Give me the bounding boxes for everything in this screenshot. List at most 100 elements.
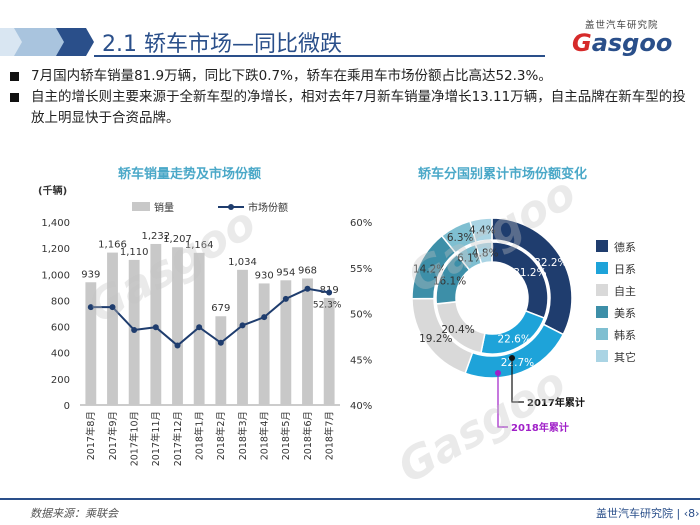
donut-value-label-inner: 31.2% bbox=[513, 267, 546, 279]
y-right-tick-label: 55% bbox=[350, 264, 372, 275]
donut-value-label-outer: 6.3% bbox=[447, 232, 474, 244]
legend-label-country: 韩系 bbox=[614, 328, 636, 342]
x-tick-label: 2018年1月 bbox=[193, 411, 205, 460]
donut-value-label-inner: 6.1% bbox=[457, 252, 484, 264]
sales-bar bbox=[237, 269, 248, 405]
legend-label-share: 市场份额 bbox=[248, 201, 288, 214]
sales-bar bbox=[85, 282, 97, 405]
brand-logo-prefix: G bbox=[572, 29, 592, 57]
brand-name: 盖世汽车研究院 bbox=[585, 20, 659, 31]
sales-bar bbox=[280, 280, 292, 405]
legend-label-sales: 销量 bbox=[154, 201, 174, 214]
bullet-item: 7月国内轿车销量81.9万辆，同比下跌0.7%，轿车在乘用车市场份额占比高达52… bbox=[8, 66, 692, 87]
sales-bar-value: 1,232 bbox=[142, 231, 171, 242]
x-tick-label: 2018年2月 bbox=[215, 411, 227, 460]
summary-bullets: 7月国内轿车销量81.9万辆，同比下跌0.7%，轿车在乘用车市场份额占比高达52… bbox=[8, 66, 692, 129]
y-right-tick-label: 50% bbox=[350, 310, 372, 321]
x-tick-label: 2018年6月 bbox=[302, 411, 314, 460]
data-source: 数据来源：乘联会 bbox=[30, 507, 118, 520]
y-left-tick-label: 0 bbox=[64, 401, 70, 412]
donut-segment-outer bbox=[469, 217, 493, 244]
y-left-tick-label: 1,000 bbox=[41, 270, 70, 281]
market-share-point bbox=[282, 295, 289, 302]
market-share-point bbox=[196, 324, 203, 331]
y-axis-unit: (千辆) bbox=[38, 184, 67, 197]
page-number: ‹8› bbox=[683, 507, 700, 520]
sales-bar bbox=[172, 247, 183, 405]
market-share-point bbox=[326, 289, 333, 296]
callout-label-2018: 2018年累计 bbox=[511, 421, 569, 434]
x-tick-label: 2017年8月 bbox=[85, 411, 97, 460]
sales-bar-value: 1,110 bbox=[120, 247, 149, 258]
share-donut-chart: 32.2% 22.7% 19.2% 14.2% 6.3%4.4% 31.2% 22.6% 20… bbox=[411, 217, 636, 434]
sales-bar bbox=[323, 297, 335, 405]
y-right-tick-label: 45% bbox=[350, 355, 372, 366]
legend-swatch-country bbox=[596, 284, 608, 296]
share-chart-title: 轿车分国别累计市场份额变化 bbox=[418, 167, 588, 182]
market-share-point bbox=[217, 339, 224, 346]
donut-value-label-outer: 32.2% bbox=[534, 257, 567, 269]
callout-line-2018 bbox=[497, 373, 508, 428]
y-left-tick-label: 400 bbox=[51, 349, 70, 360]
legend-swatch-country bbox=[596, 328, 608, 340]
bullet-marker bbox=[10, 93, 19, 102]
bullet-marker bbox=[10, 72, 19, 81]
y-right-tick-label: 40% bbox=[350, 401, 372, 412]
donut-segment-inner bbox=[474, 241, 493, 265]
legend-marker-share bbox=[228, 204, 234, 210]
x-tick-label: 2017年9月 bbox=[107, 411, 119, 460]
market-share-line bbox=[90, 287, 330, 347]
market-share-point bbox=[174, 342, 181, 349]
brand-logo: Gasgoo bbox=[572, 29, 672, 57]
legend-swatch-country bbox=[596, 262, 608, 274]
donut-value-label-outer: 14.2% bbox=[413, 264, 446, 276]
x-tick-label: 2017年11月 bbox=[150, 411, 162, 466]
legend-swatch-country bbox=[596, 350, 608, 362]
header-arrow-mid bbox=[14, 28, 68, 56]
page-header: 2.1 轿车市场—同比微跌 盖世汽车研究院 Gasgoo bbox=[0, 0, 700, 62]
sales-bar-value: 930 bbox=[255, 270, 274, 281]
legend-swatch-sales bbox=[132, 202, 150, 211]
footer-org: 盖世汽车研究院 | ‹8› bbox=[596, 507, 700, 520]
x-tick-label: 2017年10月 bbox=[128, 411, 140, 466]
page-title: 2.1 轿车市场—同比微跌 bbox=[102, 32, 342, 57]
market-share-point bbox=[239, 322, 246, 329]
market-share-point bbox=[109, 304, 116, 311]
x-tick-label: 2018年7月 bbox=[323, 411, 335, 460]
sales-bar-value: 1,034 bbox=[228, 257, 257, 268]
bullet-text: 7月国内轿车销量81.9万辆，同比下跌0.7%，轿车在乘用车市场份额占比高达52… bbox=[31, 68, 552, 84]
y-left-tick-label: 1,200 bbox=[41, 244, 70, 255]
sales-bar bbox=[107, 252, 118, 405]
sales-bar bbox=[258, 283, 270, 405]
bullet-text: 自主的增长则主要来源于全新车型的净增长，相对去年7月新车销量净增长13.11万辆… bbox=[31, 89, 686, 126]
callout-line-2017 bbox=[511, 358, 524, 403]
header-arrow-dark bbox=[56, 28, 94, 56]
donut-value-label-inner: 22.6% bbox=[497, 333, 530, 345]
callout-label-2017: 2017年累计 bbox=[527, 396, 585, 409]
x-tick-label: 2017年12月 bbox=[172, 411, 184, 466]
sales-chart-title: 轿车销量走势及市场份额 bbox=[118, 167, 262, 182]
donut-value-label-outer: 4.4% bbox=[469, 225, 496, 237]
sales-bar-value: 968 bbox=[298, 265, 317, 276]
market-share-last-label: 52.3% bbox=[313, 300, 342, 310]
sales-bar-value: 679 bbox=[211, 303, 230, 314]
x-tick-label: 2018年3月 bbox=[237, 411, 249, 460]
y-right-tick-label: 60% bbox=[350, 218, 372, 229]
market-share-point bbox=[261, 314, 268, 321]
header-decoration bbox=[0, 28, 545, 57]
sales-bar-value: 1,164 bbox=[185, 240, 214, 251]
legend-swatch-country bbox=[596, 240, 608, 252]
donut-value-label-inner: 4.8% bbox=[472, 248, 499, 260]
market-share-point bbox=[87, 304, 94, 311]
legend-label-country: 日系 bbox=[614, 263, 636, 276]
market-share-point bbox=[152, 324, 159, 331]
market-share-point bbox=[304, 285, 311, 292]
y-left-tick-label: 600 bbox=[51, 323, 70, 334]
legend-swatch-country bbox=[596, 306, 608, 318]
legend-label-country: 德系 bbox=[614, 240, 636, 254]
sales-bar-value: 1,166 bbox=[98, 240, 127, 251]
sales-bar bbox=[302, 278, 313, 405]
donut-value-label-inner: 16.1% bbox=[433, 275, 466, 287]
x-tick-label: 2018年4月 bbox=[258, 411, 270, 460]
x-tick-label: 2018年5月 bbox=[280, 411, 292, 460]
